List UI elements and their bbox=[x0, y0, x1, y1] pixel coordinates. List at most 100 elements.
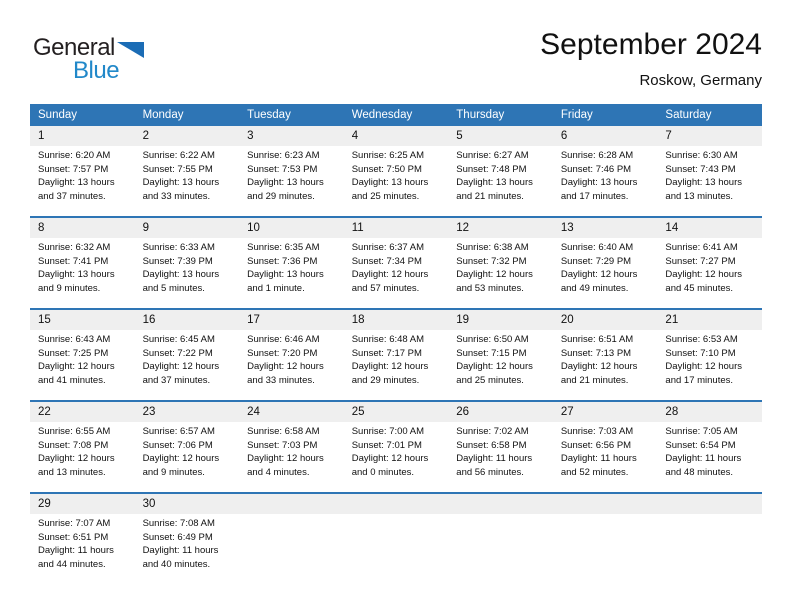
sunset-text: Sunset: 6:54 PM bbox=[665, 439, 736, 451]
sunset-text: Sunset: 7:22 PM bbox=[142, 347, 213, 359]
day-details: Sunrise: 6:55 AM Sunset: 7:08 PM Daylight:… bbox=[30, 422, 135, 492]
day-number: 25 bbox=[351, 406, 365, 418]
sunset-text: Sunset: 7:13 PM bbox=[560, 347, 632, 359]
sunrise-text: Sunrise: 6:25 AM bbox=[351, 150, 425, 161]
empty-day-cell bbox=[657, 514, 762, 584]
day-number: 24 bbox=[247, 406, 260, 418]
sunset-text: Sunset: 7:39 PM bbox=[142, 255, 213, 267]
sunset-text: Sunset: 6:49 PM bbox=[142, 531, 213, 543]
sunset-text: Sunset: 7:57 PM bbox=[38, 163, 109, 175]
daylight-text: Daylight: 11 hours and 56 minutes. bbox=[456, 453, 533, 478]
empty-day-cell bbox=[553, 514, 658, 584]
daylight-text: Daylight: 12 hours and 53 minutes. bbox=[456, 269, 533, 294]
day-number: 9 bbox=[142, 222, 149, 234]
daylight-text: Daylight: 12 hours and 49 minutes. bbox=[560, 269, 638, 294]
empty-day-cell bbox=[344, 494, 449, 514]
day-number: 10 bbox=[247, 222, 260, 234]
sunrise-text: Sunrise: 7:00 AM bbox=[351, 426, 425, 437]
sunrise-text: Sunrise: 6:58 AM bbox=[247, 426, 320, 437]
day-details: Sunrise: 6:25 AM Sunset: 7:50 PM Daylight:… bbox=[344, 146, 449, 216]
sunset-text: Sunset: 7:50 PM bbox=[351, 163, 422, 175]
day-details: Sunrise: 6:27 AM Sunset: 7:48 PM Daylight:… bbox=[448, 146, 553, 216]
sunrise-text: Sunrise: 6:41 AM bbox=[665, 242, 738, 253]
sunrise-text: Sunrise: 6:43 AM bbox=[38, 334, 111, 345]
daylight-text: Daylight: 12 hours and 33 minutes. bbox=[247, 361, 324, 386]
daylight-text: Daylight: 12 hours and 57 minutes. bbox=[351, 269, 429, 294]
sunset-text: Sunset: 7:55 PM bbox=[142, 163, 213, 175]
empty-day-cell bbox=[239, 514, 344, 584]
day-details: Sunrise: 7:08 AM Sunset: 6:49 PM Daylight:… bbox=[135, 514, 240, 584]
sunset-text: Sunset: 7:17 PM bbox=[351, 347, 422, 359]
day-details: Sunrise: 6:23 AM Sunset: 7:53 PM Daylight:… bbox=[239, 146, 344, 216]
sunset-text: Sunset: 7:20 PM bbox=[247, 347, 318, 359]
weekday-header-tuesday: Tuesday bbox=[247, 109, 291, 121]
day-number-band: 15 16 17 18 19 20 21 bbox=[30, 310, 762, 330]
day-details: Sunrise: 7:05 AM Sunset: 6:54 PM Daylight:… bbox=[657, 422, 762, 492]
sunset-text: Sunset: 7:53 PM bbox=[247, 163, 318, 175]
sunset-text: Sunset: 7:36 PM bbox=[247, 255, 318, 267]
day-details: Sunrise: 6:46 AM Sunset: 7:20 PM Daylight:… bbox=[239, 330, 344, 400]
day-details: Sunrise: 6:38 AM Sunset: 7:32 PM Daylight:… bbox=[448, 238, 553, 308]
day-details: Sunrise: 7:07 AM Sunset: 6:51 PM Daylight:… bbox=[30, 514, 135, 584]
day-details: Sunrise: 7:00 AM Sunset: 7:01 PM Daylight:… bbox=[344, 422, 449, 492]
logo-triangle-icon bbox=[116, 39, 144, 63]
daylight-text: Daylight: 12 hours and 17 minutes. bbox=[665, 361, 742, 386]
day-number: 12 bbox=[456, 222, 470, 234]
sunset-text: Sunset: 7:32 PM bbox=[456, 255, 527, 267]
day-details: Sunrise: 6:45 AM Sunset: 7:22 PM Daylight:… bbox=[135, 330, 240, 400]
daylight-text: Daylight: 12 hours and 21 minutes. bbox=[560, 361, 638, 386]
daylight-text: Daylight: 13 hours and 13 minutes. bbox=[665, 177, 742, 202]
sunrise-text: Sunrise: 6:51 AM bbox=[560, 334, 634, 345]
sunset-text: Sunset: 7:06 PM bbox=[142, 439, 213, 451]
empty-day-cell bbox=[657, 494, 762, 514]
logo-text-blue: Blue bbox=[73, 57, 120, 84]
daylight-text: Daylight: 12 hours and 41 minutes. bbox=[38, 361, 115, 386]
sunrise-text: Sunrise: 6:20 AM bbox=[38, 150, 111, 161]
general-blue-logo: General Blue bbox=[33, 36, 144, 83]
daylight-text: Daylight: 12 hours and 13 minutes. bbox=[38, 453, 115, 478]
day-details: Sunrise: 6:40 AM Sunset: 7:29 PM Daylight:… bbox=[553, 238, 658, 308]
sunset-text: Sunset: 6:51 PM bbox=[38, 531, 109, 543]
day-number-band: 8 9 10 11 12 13 14 bbox=[30, 218, 762, 238]
sunrise-text: Sunrise: 6:38 AM bbox=[456, 242, 529, 253]
week-row: 8 9 10 11 12 13 14 Sunrise: 6:32 AM Sunset: 7:41… bbox=[30, 216, 762, 308]
empty-day-cell bbox=[344, 514, 449, 584]
sunrise-text: Sunrise: 6:40 AM bbox=[560, 242, 634, 253]
day-number: 16 bbox=[142, 314, 156, 326]
sunset-text: Sunset: 7:08 PM bbox=[38, 439, 109, 451]
day-details-band: Sunrise: 6:20 AM Sunset: 7:57 PM Daylight:… bbox=[30, 146, 762, 216]
weekday-header-row: Sunday Monday Tuesday Wednesday Thursday Frid… bbox=[30, 104, 762, 126]
sunrise-text: Sunrise: 7:03 AM bbox=[560, 426, 634, 437]
day-number: 22 bbox=[38, 406, 51, 418]
day-number: 1 bbox=[38, 130, 45, 142]
day-number: 30 bbox=[142, 498, 156, 510]
daylight-text: Daylight: 12 hours and 37 minutes. bbox=[142, 361, 220, 386]
day-number: 2 bbox=[142, 130, 149, 142]
sunset-text: Sunset: 7:01 PM bbox=[351, 439, 422, 451]
day-number: 15 bbox=[38, 314, 51, 326]
day-details-band: Sunrise: 6:55 AM Sunset: 7:08 PM Daylight:… bbox=[30, 422, 762, 492]
sunrise-text: Sunrise: 6:46 AM bbox=[247, 334, 320, 345]
day-details: Sunrise: 6:41 AM Sunset: 7:27 PM Daylight:… bbox=[657, 238, 762, 308]
daylight-text: Daylight: 11 hours and 40 minutes. bbox=[142, 545, 219, 570]
sunrise-text: Sunrise: 6:55 AM bbox=[38, 426, 111, 437]
daylight-text: Daylight: 11 hours and 44 minutes. bbox=[38, 545, 114, 570]
day-number: 3 bbox=[247, 130, 254, 142]
header-titles: September 2024 Roskow, Germany bbox=[540, 28, 762, 89]
day-details-band: Sunrise: 7:07 AM Sunset: 6:51 PM Daylight:… bbox=[30, 514, 762, 584]
week-row: 1 2 3 4 5 6 7 Sunrise: 6:20 AM Sunset: 7:57 PM Da… bbox=[30, 126, 762, 216]
weekday-header-sunday: Sunday bbox=[38, 109, 78, 121]
calendar-table: Sunday Monday Tuesday Wednesday Thursday Frid… bbox=[30, 104, 762, 584]
day-details: Sunrise: 6:58 AM Sunset: 7:03 PM Daylight:… bbox=[239, 422, 344, 492]
week-row: 15 16 17 18 19 20 21 Sunrise: 6:43 AM Sunset: 7:… bbox=[30, 308, 762, 400]
logo-text-general: General bbox=[33, 34, 115, 61]
day-number: 26 bbox=[456, 406, 470, 418]
daylight-text: Daylight: 13 hours and 5 minutes. bbox=[142, 269, 220, 294]
sunrise-text: Sunrise: 7:02 AM bbox=[456, 426, 529, 437]
sunset-text: Sunset: 7:03 PM bbox=[247, 439, 318, 451]
day-details: Sunrise: 6:22 AM Sunset: 7:55 PM Daylight:… bbox=[135, 146, 240, 216]
daylight-text: Daylight: 13 hours and 25 minutes. bbox=[351, 177, 429, 202]
daylight-text: Daylight: 12 hours and 25 minutes. bbox=[456, 361, 533, 386]
day-number: 17 bbox=[247, 314, 260, 326]
